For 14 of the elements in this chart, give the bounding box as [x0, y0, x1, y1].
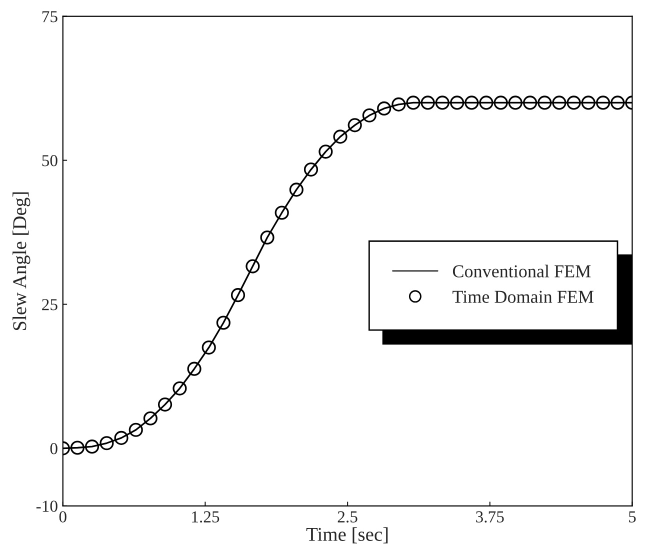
x-axis-title: Time [sec]: [306, 527, 388, 544]
y-tick-label: 25: [42, 299, 58, 310]
legend-label: Conventional FEM: [452, 264, 591, 278]
x-tick-label: 0: [59, 511, 66, 523]
y-tick-label: 0: [50, 443, 58, 454]
y-tick-label: 75: [42, 11, 58, 22]
x-tick-label: 3.75: [476, 511, 504, 523]
x-tick-label: 1.25: [192, 511, 220, 523]
y-tick-label: -10: [36, 500, 58, 512]
x-tick-label: 5: [629, 511, 636, 523]
y-tick-label: 50: [42, 155, 58, 166]
x-tick-label: 2.5: [338, 511, 358, 523]
y-axis-title: Slew Angle [Deg]: [12, 192, 30, 330]
legend-label: Time Domain FEM: [452, 290, 594, 303]
